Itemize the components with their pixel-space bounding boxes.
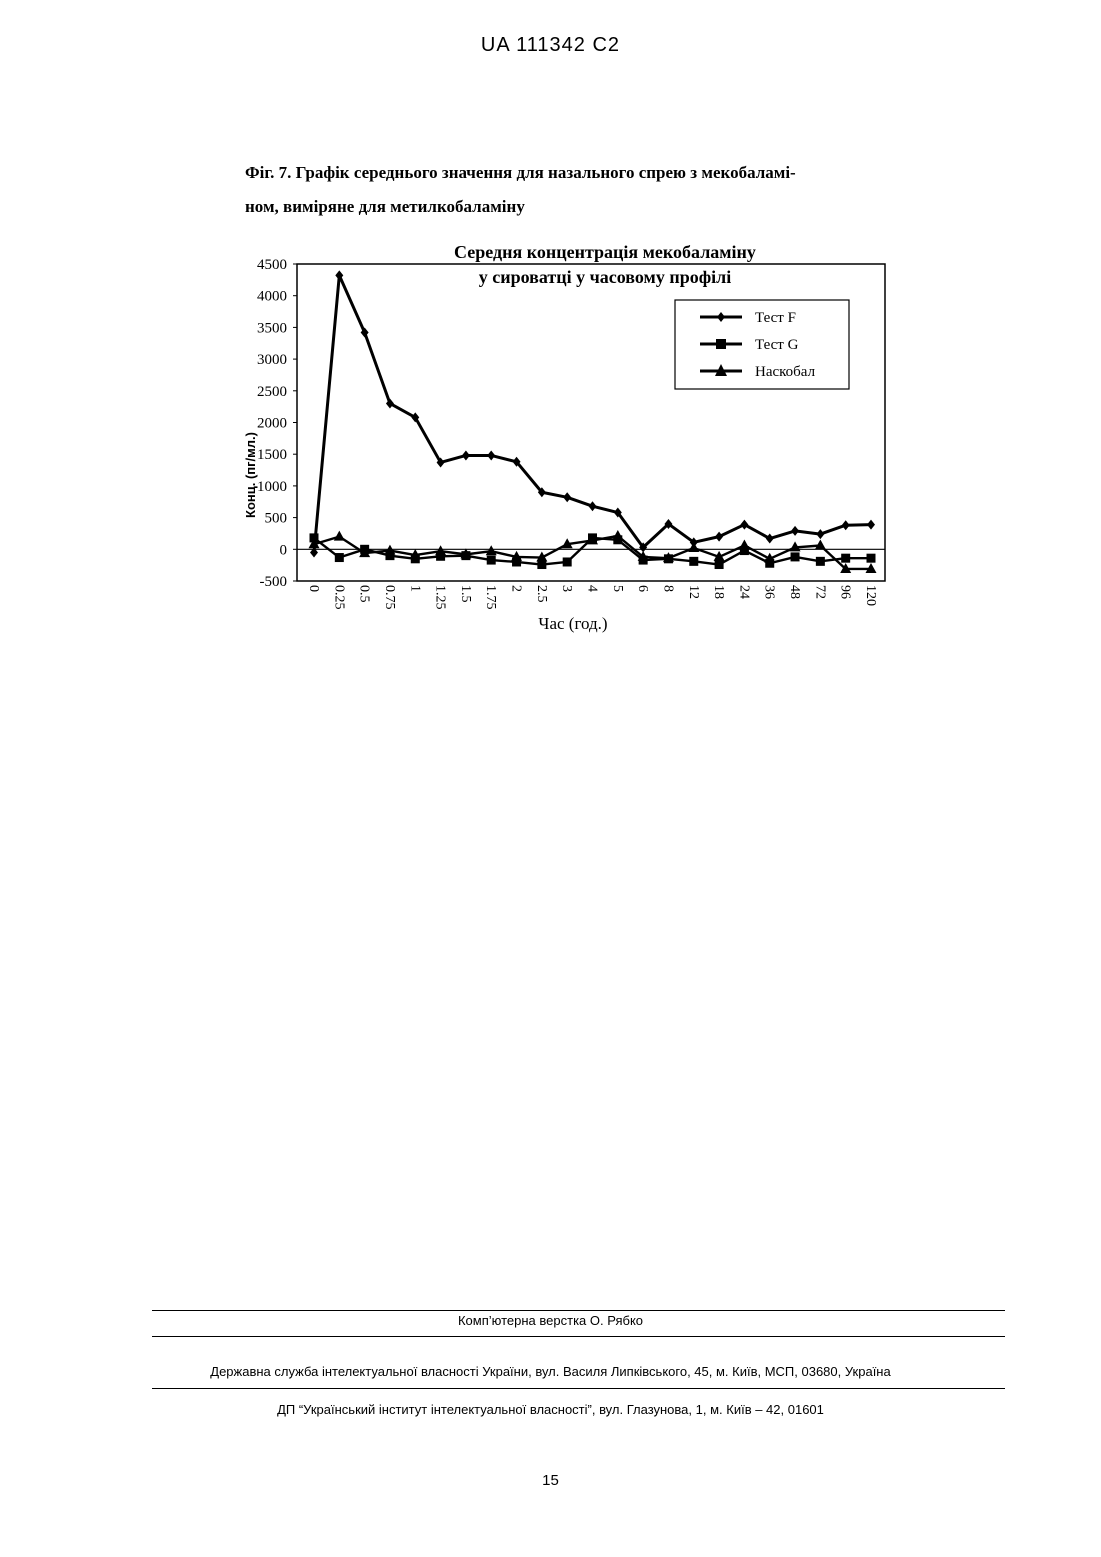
footer-rule-bottom (152, 1388, 1005, 1389)
x-tick-label: 0.75 (382, 585, 397, 610)
data-point (334, 531, 345, 541)
mecobalamin-concentration-chart: Середня концентрація мекобаламіну у сиров… (230, 235, 910, 655)
caption-line-1: Фіг. 7. Графік середнього значення для н… (245, 156, 915, 190)
caption-line-2: ном, виміряне для метилкобаламіну (245, 190, 915, 224)
x-tick-label: 1.5 (458, 585, 473, 603)
institute-address: ДП “Український інститут інтелектуальної… (0, 1402, 1101, 1417)
x-tick-label: 72 (812, 585, 827, 599)
x-tick-label: 120 (863, 585, 878, 606)
data-point (715, 532, 723, 542)
data-point (816, 557, 825, 566)
data-point (791, 552, 800, 561)
x-tick-label: 2 (509, 585, 524, 592)
legend-label: Тест F (755, 310, 796, 326)
x-axis-label: Час (год.) (538, 614, 607, 633)
data-point (335, 553, 344, 562)
data-point (815, 539, 826, 549)
x-tick-label: 1 (407, 585, 422, 592)
x-tick-label: 0.5 (357, 585, 372, 603)
x-tick-label: 24 (736, 585, 751, 599)
data-point (487, 450, 495, 460)
y-tick-label: 1500 (257, 447, 287, 463)
data-point (715, 560, 724, 569)
data-point (612, 530, 623, 540)
x-axis-ticks: 0 0.25 0.5 0.75 1 1.25 1.5 1.75 2 2.5 3 4 5 6 8 12 18 24 3… (306, 585, 878, 610)
typesetting-credit: Комп’ютерна верстка О. Рябко (0, 1313, 1101, 1328)
legend-marker (716, 339, 726, 349)
data-point (867, 520, 875, 530)
x-tick-label: 2.5 (534, 585, 549, 603)
y-tick-label: 4000 (257, 289, 287, 305)
y-tick-label: 500 (265, 511, 288, 527)
x-tick-label: 18 (711, 585, 726, 599)
footer-rule-middle (152, 1336, 1005, 1337)
x-tick-label: 0 (306, 585, 321, 592)
data-point (739, 539, 750, 549)
chart-title-line-1: Середня концентрація мекобаламіну (454, 242, 756, 262)
data-point (435, 545, 446, 555)
data-point (867, 554, 876, 563)
page-number: 15 (0, 1472, 1101, 1489)
data-point (487, 556, 496, 565)
footer-rule-top (152, 1310, 1005, 1311)
x-tick-label: 4 (585, 585, 600, 592)
data-point (791, 526, 799, 536)
data-point (841, 554, 850, 563)
x-tick-label: 5 (610, 585, 625, 592)
data-point (486, 545, 497, 555)
y-tick-label: 0 (280, 542, 288, 558)
data-point (589, 501, 597, 511)
y-tick-label: 1000 (257, 479, 287, 495)
figure-caption: Фіг. 7. Графік середнього значення для н… (245, 156, 915, 224)
data-point (816, 529, 824, 539)
x-tick-label: 1.25 (433, 585, 448, 610)
data-point (842, 520, 850, 530)
x-tick-label: 36 (762, 585, 777, 599)
chart-legend: Тест F Тест G Наскобал (675, 300, 849, 389)
data-point (689, 557, 698, 566)
x-tick-label: 3 (559, 585, 574, 592)
y-axis-ticks: 4500 4000 3500 3000 2500 2000 1500 1000 500 0 -500 (257, 257, 297, 590)
data-point (563, 557, 572, 566)
x-tick-label: 8 (660, 585, 675, 592)
y-tick-label: 3500 (257, 320, 287, 336)
y-tick-label: 3000 (257, 352, 287, 368)
series-2 (309, 530, 877, 573)
y-tick-label: 2500 (257, 384, 287, 400)
data-point (688, 542, 699, 552)
x-tick-label: 6 (635, 585, 650, 592)
y-tick-label: -500 (260, 574, 288, 590)
x-tick-label: 0.25 (331, 585, 346, 610)
y-tick-label: 4500 (257, 257, 287, 273)
data-point (740, 520, 748, 530)
x-tick-label: 96 (838, 585, 853, 599)
data-point (563, 492, 571, 502)
chart-title-line-2: у сироватці у часовому профілі (479, 267, 732, 287)
y-tick-label: 2000 (257, 416, 287, 432)
data-point (462, 450, 470, 460)
agency-address: Державна служба інтелектуальної власност… (0, 1364, 1101, 1379)
x-tick-label: 1.75 (483, 585, 498, 610)
x-tick-label: 48 (787, 585, 802, 599)
data-point (766, 534, 774, 544)
legend-label: Тест G (755, 337, 799, 353)
y-axis-label: Конц. (пг/мл.) (243, 432, 258, 518)
patent-header: UA 111342 C2 (0, 34, 1101, 57)
legend-label: Наскобал (755, 364, 816, 380)
x-tick-label: 12 (686, 585, 701, 599)
